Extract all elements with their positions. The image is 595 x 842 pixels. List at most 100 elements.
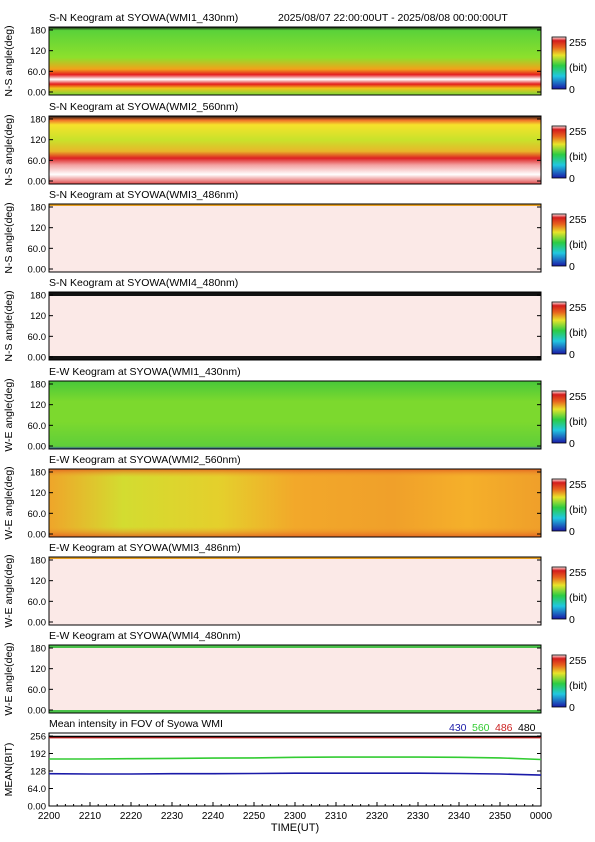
y-tick-label: 180 [30, 291, 46, 302]
legend-entry: 486 [495, 722, 513, 734]
colorbar [551, 478, 567, 532]
colorbar [551, 125, 567, 179]
x-tick-label: 2300 [284, 811, 307, 822]
colorbar-max-label: 255 [569, 126, 587, 138]
x-axis-label: TIME(UT) [271, 822, 319, 834]
y-tick-label: 60.0 [28, 244, 47, 255]
x-tick-label: 2330 [407, 811, 430, 822]
x-tick-label: 2200 [38, 811, 61, 822]
keogram-image [49, 292, 541, 360]
y-tick-label: 64.0 [28, 784, 47, 795]
panel-frame [48, 644, 542, 714]
keogram-panel: S-N Keogram at SYOWA(WMI1_430nm)180 120 60… [3, 12, 587, 99]
y-tick-label: 180 [30, 26, 46, 37]
y-tick-label: 120 [30, 135, 46, 146]
keogram-edge-top [49, 292, 541, 296]
panel-title: E-W Keogram at SYOWA(WMI4_480nm) [49, 630, 241, 642]
colorbar-max-label: 255 [569, 37, 587, 49]
keogram-edge-top [49, 645, 541, 648]
y-axis-label: N-S angle(deg) [3, 290, 15, 361]
keogram-image [49, 116, 541, 184]
y-tick-label: 60.0 [28, 685, 47, 696]
colorbar-max-label: 255 [569, 391, 587, 403]
panel-frame [48, 380, 542, 450]
panel-title: E-W Keogram at SYOWA(WMI3_486nm) [49, 542, 241, 554]
y-tick-label: 120 [30, 488, 46, 499]
y-tick-label: 60.0 [28, 67, 47, 78]
time-axis: 2200 2210 2220 2230 2240 2250 2300 2310 2320 2330… [38, 802, 553, 834]
colorbar [551, 390, 567, 444]
y-tick-label: 120 [30, 223, 46, 234]
keogram-edge-shading [49, 469, 541, 537]
time-range-text: 2025/08/07 22:00:00UT - 2025/08/08 00:00… [278, 12, 508, 24]
y-tick-label: 256 [30, 732, 46, 743]
x-tick-label: 2230 [161, 811, 184, 822]
y-tick-label: 60.0 [28, 332, 47, 343]
keogram-edge-bottom [49, 710, 541, 713]
y-tick-label: 0.00 [28, 353, 47, 364]
colorbar [551, 36, 567, 90]
colorbar-min-label: 0 [569, 349, 575, 361]
y-tick-label: 180 [30, 380, 46, 391]
colorbar-unit-label: (bit) [569, 62, 587, 74]
y-axis-label: W-E angle(deg) [3, 642, 15, 715]
keogram-panel: E-W Keogram at SYOWA(WMI4_480nm)180 120 60… [3, 630, 587, 717]
colorbar-min-label: 0 [569, 614, 575, 626]
colorbar-max-label: 255 [569, 567, 587, 579]
colorbar-min-label: 0 [569, 438, 575, 450]
panel-frame [48, 468, 542, 538]
legend-entry: 430 [449, 722, 467, 734]
y-tick-label: 120 [30, 664, 46, 675]
keogram-panel: S-N Keogram at SYOWA(WMI2_560nm)180 120 60… [3, 101, 587, 188]
y-tick-label: 120 [30, 46, 46, 57]
keogram-edge-bottom [49, 356, 541, 360]
panel-frame [48, 556, 542, 626]
mean-y-axis-label: MEAN(BIT) [3, 743, 15, 797]
keogram-panel: S-N Keogram at SYOWA(WMI3_486nm)180 120 60… [3, 189, 587, 276]
mean-panel-title: Mean intensity in FOV of Syowa WMI [49, 718, 223, 730]
keogram-panel: S-N Keogram at SYOWA(WMI4_480nm)180 120 60… [3, 277, 587, 364]
colorbar-unit-label: (bit) [569, 504, 587, 516]
x-tick-label: 2250 [243, 811, 266, 822]
y-tick-label: 0.00 [28, 177, 47, 188]
y-tick-label: 120 [30, 400, 46, 411]
y-tick-label: 180 [30, 644, 46, 655]
panel-title: S-N Keogram at SYOWA(WMI3_486nm) [49, 189, 238, 201]
y-tick-label: 180 [30, 556, 46, 567]
panel-title: S-N Keogram at SYOWA(WMI2_560nm) [49, 101, 238, 113]
y-tick-label: 0.00 [28, 618, 47, 629]
colorbar-max-label: 255 [569, 479, 587, 491]
panel-frame [48, 203, 542, 273]
keogram-image [49, 645, 541, 713]
y-tick-label: 0.00 [28, 88, 47, 99]
panel-title: E-W Keogram at SYOWA(WMI2_560nm) [49, 454, 241, 466]
y-axis-label: N-S angle(deg) [3, 114, 15, 185]
colorbar-max-label: 255 [569, 655, 587, 667]
colorbar-unit-label: (bit) [569, 151, 587, 163]
colorbar-unit-label: (bit) [569, 239, 587, 251]
y-tick-label: 60.0 [28, 597, 47, 608]
y-tick-label: 60.0 [28, 156, 47, 167]
y-axis-label: N-S angle(deg) [3, 202, 15, 273]
x-tick-label: 2240 [202, 811, 225, 822]
keogram-panel: E-W Keogram at SYOWA(WMI3_486nm)180 120 60… [3, 542, 587, 629]
keogram-image [49, 204, 541, 272]
y-axis-label: W-E angle(deg) [3, 378, 15, 451]
colorbar-unit-label: (bit) [569, 592, 587, 604]
y-tick-label: 60.0 [28, 421, 47, 432]
x-tick-label: 2220 [120, 811, 143, 822]
legend-entry: 560 [472, 722, 490, 734]
colorbar [551, 301, 567, 355]
colorbar-unit-label: (bit) [569, 327, 587, 339]
panel-frame [48, 291, 542, 361]
panel-title: S-N Keogram at SYOWA(WMI4_480nm) [49, 277, 238, 289]
y-tick-label: 180 [30, 468, 46, 479]
y-tick-label: 0.00 [28, 802, 47, 813]
colorbar-min-label: 0 [569, 702, 575, 714]
series-line-430 [48, 772, 542, 776]
colorbar-min-label: 0 [569, 173, 575, 185]
colorbar-min-label: 0 [569, 526, 575, 538]
y-tick-label: 180 [30, 115, 46, 126]
keogram-panel: E-W Keogram at SYOWA(WMI2_560nm)180 120 60… [3, 454, 587, 541]
